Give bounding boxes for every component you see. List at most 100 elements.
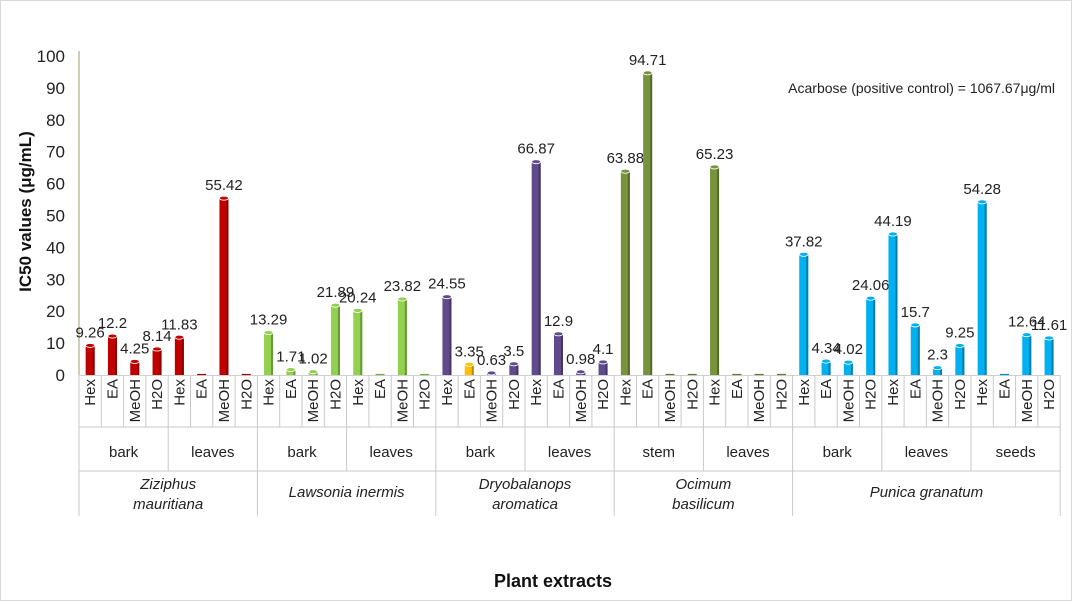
x-tick-label: Hex — [350, 379, 367, 406]
bar — [821, 361, 831, 375]
bar-cap — [1021, 332, 1032, 338]
bar — [866, 298, 876, 375]
data-label: 12.64 — [1008, 314, 1046, 331]
x-tick-label: Hex — [974, 379, 991, 406]
data-label: 2.3 — [927, 347, 948, 364]
y-tick-label: 100 — [37, 47, 65, 66]
data-label: 1.71 — [276, 349, 305, 366]
data-label: 54.28 — [963, 181, 1001, 198]
x-tick-label: H2O — [684, 379, 701, 410]
bar-cap — [598, 359, 608, 365]
bar-cap — [285, 367, 296, 372]
bar-shade — [828, 361, 831, 375]
bar — [509, 363, 519, 375]
bar-cap — [330, 302, 341, 308]
species-label: Dryobalanops — [479, 476, 572, 493]
bar-shade — [917, 324, 920, 375]
bar-shade — [226, 198, 229, 375]
data-label: 65.23 — [696, 146, 734, 163]
bar — [1044, 337, 1054, 375]
x-tick-label: Hex — [439, 379, 456, 406]
data-label: 3.35 — [455, 343, 484, 360]
bar-cap — [464, 361, 475, 367]
bar-shade — [449, 296, 452, 375]
x-tick-label: H2O — [952, 379, 969, 410]
data-label: 0.63 — [477, 352, 506, 369]
bar — [910, 324, 920, 375]
bar — [843, 362, 853, 375]
bar-shade — [605, 361, 608, 375]
x-tick-label: MeOH — [394, 379, 411, 422]
x-tick-label: Hex — [796, 379, 813, 406]
bar-shade — [404, 299, 407, 375]
bar-shade — [271, 332, 274, 375]
bar-shade — [650, 72, 653, 376]
data-label: 4.1 — [593, 341, 614, 358]
plant-part-label: seeds — [996, 444, 1036, 461]
x-tick-label: Hex — [82, 379, 99, 406]
plant-part-label: bark — [466, 444, 496, 461]
y-tick-label: 30 — [46, 270, 65, 289]
data-label: 66.87 — [517, 141, 555, 158]
plant-part-label: bark — [287, 444, 317, 461]
bar-cap — [219, 195, 229, 201]
x-tick-label: EA — [907, 379, 924, 399]
x-tick-label: MeOH — [305, 379, 322, 422]
x-tick-label: Hex — [885, 379, 902, 406]
species-label: Lawsonia inermis — [289, 484, 405, 501]
x-tick-label: Hex — [261, 379, 278, 406]
y-tick-label: 0 — [56, 366, 65, 385]
bar-shade — [717, 166, 720, 375]
bar — [531, 161, 541, 375]
data-label: 8.14 — [142, 328, 171, 345]
bar-shade — [806, 254, 809, 375]
x-tick-label: EA — [818, 379, 835, 399]
bar — [442, 296, 452, 375]
bar-cap — [553, 331, 564, 337]
bar — [598, 361, 608, 375]
y-tick-label: 20 — [46, 302, 65, 321]
plant-part-label: leaves — [370, 444, 413, 461]
bar-shade — [516, 363, 519, 375]
bar-cap — [85, 343, 96, 348]
data-label: 21.89 — [317, 284, 355, 301]
x-tick-label: MeOH — [930, 379, 947, 422]
data-label: 4.02 — [834, 341, 863, 358]
species-label: aromatica — [492, 496, 558, 513]
bar-cap — [709, 164, 720, 170]
x-tick-label: H2O — [773, 379, 790, 410]
x-tick-label: MeOH — [216, 379, 233, 422]
bar — [977, 201, 987, 375]
plant-part-label: leaves — [905, 444, 948, 461]
bar-shade — [159, 349, 162, 375]
data-label: 3.5 — [503, 343, 524, 360]
x-tick-label: Hex — [707, 379, 724, 406]
x-tick-label: H2O — [238, 379, 255, 410]
bar — [286, 369, 296, 375]
plant-part-label: stem — [643, 444, 676, 461]
bar — [130, 361, 140, 375]
x-tick-label: MeOH — [840, 379, 857, 422]
bar-cap — [263, 330, 274, 336]
x-tick-label: H2O — [149, 379, 166, 410]
bar-cap — [843, 359, 854, 365]
x-tick-label: EA — [194, 379, 211, 399]
data-label: 4.34 — [811, 340, 840, 357]
x-tick-label: MeOH — [1019, 379, 1036, 422]
bar-shade — [538, 161, 541, 375]
x-tick-label: EA — [372, 379, 389, 399]
bar — [553, 333, 563, 375]
y-tick-label: 70 — [46, 143, 65, 162]
x-tick-label: EA — [104, 379, 121, 399]
bar-cap — [1044, 335, 1054, 341]
bar-shade — [337, 305, 340, 375]
bar-cap — [977, 199, 988, 205]
bar-shade — [560, 333, 563, 375]
x-tick-label: H2O — [327, 379, 344, 410]
x-tick-label: Hex — [171, 379, 188, 406]
bar-shade — [92, 345, 95, 375]
data-label: 23.82 — [384, 278, 422, 295]
x-tick-label: EA — [283, 379, 300, 399]
